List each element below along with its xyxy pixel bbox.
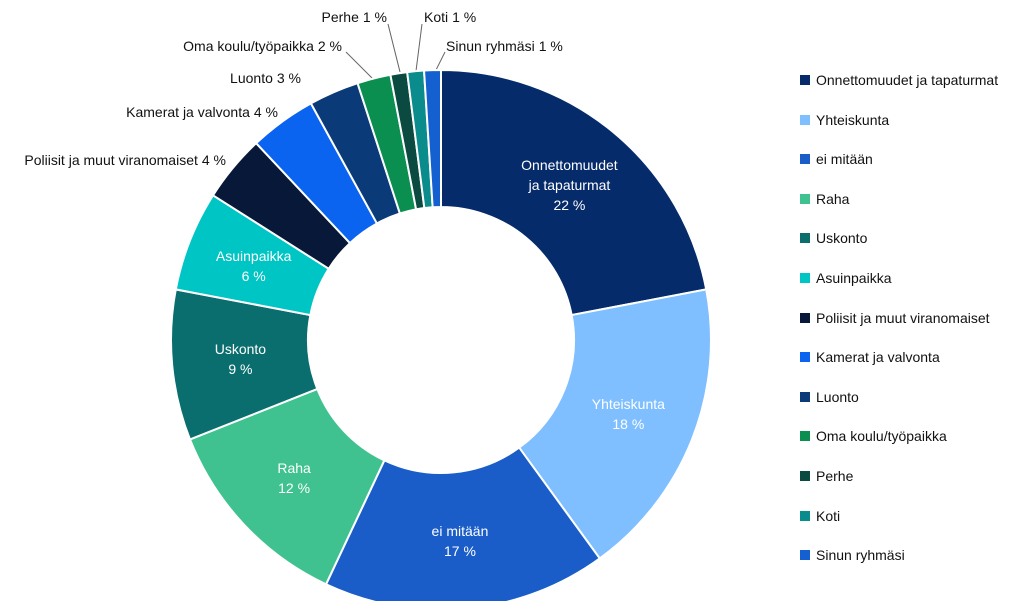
label-value: 1 % xyxy=(452,9,477,25)
legend-label: Luonto xyxy=(816,388,859,405)
slice-label: Asuinpaikka 6 % xyxy=(199,246,309,286)
leader-line xyxy=(387,23,401,73)
legend-item: Onnettomuudet ja tapaturmat xyxy=(800,70,998,90)
label-value: 17 % xyxy=(443,542,476,559)
legend-item: Sinun ryhmäsi xyxy=(800,545,905,565)
legend-label: Raha xyxy=(816,190,850,207)
slice-label: Koti 1 % xyxy=(424,7,476,27)
slice-label: Perhe 1 % xyxy=(322,7,387,27)
label-name: Uskonto xyxy=(214,340,267,357)
legend-item: Poliisit ja muut viranomaiset xyxy=(800,308,990,328)
legend-swatch xyxy=(800,550,810,561)
label-name: Sinun ryhmäsi xyxy=(446,38,535,54)
label-name: Luonto xyxy=(230,70,273,86)
label-value: 4 % xyxy=(201,152,226,168)
slice-label: Oma koulu/työpaikka 2 % xyxy=(183,36,342,56)
label-name: Perhe xyxy=(321,9,359,25)
legend-item: Luonto xyxy=(800,387,859,407)
legend-swatch xyxy=(800,154,810,165)
legend-label: ei mitään xyxy=(816,151,873,168)
slice-label: Sinun ryhmäsi 1 % xyxy=(446,36,563,56)
slice xyxy=(324,446,602,601)
legend-swatch xyxy=(800,391,810,402)
label-value: 2 % xyxy=(317,38,342,54)
legend-label: Yhteiskunta xyxy=(816,111,890,128)
legend-item: Kamerat ja valvonta xyxy=(800,347,940,367)
label-value: 6 % xyxy=(241,267,266,284)
label-name: Raha xyxy=(277,459,311,476)
legend-swatch xyxy=(800,273,810,283)
label-value: 1 % xyxy=(362,9,387,25)
label-name: Oma koulu/työpaikka xyxy=(183,38,314,54)
legend-label: Uskonto xyxy=(816,230,868,247)
legend-swatch xyxy=(800,352,810,363)
legend-item: Perhe xyxy=(800,466,853,486)
legend-swatch xyxy=(800,75,810,85)
legend-swatch xyxy=(800,233,810,244)
legend-label: Onnettomuudet ja tapaturmat xyxy=(816,72,999,88)
label-value: 4 % xyxy=(253,104,278,120)
label-value: 12 % xyxy=(278,479,311,496)
legend-swatch xyxy=(800,193,810,204)
label-value: 1 % xyxy=(538,38,563,54)
legend-item: Raha xyxy=(800,189,849,209)
legend-swatch xyxy=(800,431,810,442)
legend-swatch xyxy=(800,312,810,323)
label-name: Koti xyxy=(424,9,449,25)
legend-item: Uskonto xyxy=(800,228,867,248)
legend-item: Koti xyxy=(800,506,840,526)
slice xyxy=(440,68,708,317)
slice-label: Uskonto 9 % xyxy=(185,339,295,379)
leader-line xyxy=(435,51,446,71)
legend-label: Asuinpaikka xyxy=(816,270,892,286)
legend-swatch xyxy=(800,510,810,521)
slice xyxy=(517,288,712,560)
legend-item: Asuinpaikka xyxy=(800,268,892,288)
label-name: Onnettomuudet ja tapaturmat xyxy=(521,156,618,193)
label-name: ei mitään xyxy=(431,522,489,539)
legend-label: Kamerat ja valvonta xyxy=(816,349,940,366)
slice-label: Onnettomuudet ja tapaturmat 22 % xyxy=(514,155,624,215)
legend-item: ei mitään xyxy=(800,149,873,169)
label-value: 9 % xyxy=(228,360,253,377)
slice-label: Luonto 3 % xyxy=(230,68,301,88)
label-name: Yhteiskunta xyxy=(591,396,665,413)
slice xyxy=(422,68,442,209)
slice-label: Yhteiskunta 18 % xyxy=(573,394,683,434)
legend-label: Poliisit ja muut viranomaiset xyxy=(816,309,990,326)
legend-label: Oma koulu/työpaikka xyxy=(816,428,947,445)
legend-label: Perhe xyxy=(816,468,854,484)
label-value: 18 % xyxy=(612,416,645,433)
leader-line xyxy=(345,51,373,79)
leader-line xyxy=(415,23,423,72)
slice-label: Poliisit ja muut viranomaiset 4 % xyxy=(24,150,226,170)
label-name: Asuinpaikka xyxy=(215,247,292,264)
slice-label: ei mitään 17 % xyxy=(405,521,515,561)
label-value: 3 % xyxy=(276,70,301,86)
legend-swatch xyxy=(800,114,810,125)
legend-item: Yhteiskunta xyxy=(800,110,889,130)
leaders xyxy=(345,23,446,79)
legend-swatch xyxy=(800,471,810,481)
legend-label: Koti xyxy=(816,507,841,524)
label-name: Poliisit ja muut viranomaiset xyxy=(24,152,198,168)
legend-item: Oma koulu/työpaikka xyxy=(800,426,947,446)
label-value: 22 % xyxy=(553,196,586,213)
label-name: Kamerat ja valvonta xyxy=(126,104,250,120)
legend-label: Sinun ryhmäsi xyxy=(816,547,905,564)
slice-label: Kamerat ja valvonta 4 % xyxy=(126,102,278,122)
slice-label: Raha 12 % xyxy=(239,458,349,498)
